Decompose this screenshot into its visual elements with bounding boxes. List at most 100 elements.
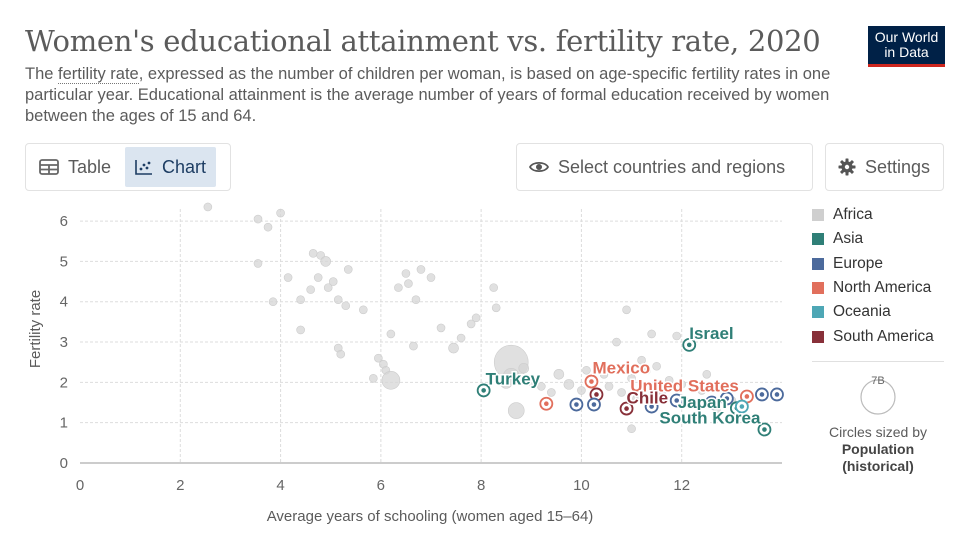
- logo-line-2: in Data: [884, 44, 929, 60]
- owid-logo[interactable]: Our World in Data: [868, 26, 945, 67]
- scatter-point[interactable]: [677, 380, 687, 389]
- scatter-point[interactable]: [320, 256, 332, 267]
- highlighted-points: [476, 337, 784, 437]
- y-tick-label: 5: [60, 253, 68, 270]
- scatter-point[interactable]: [599, 370, 609, 379]
- scatter-point[interactable]: [308, 249, 318, 258]
- scatter-point[interactable]: [253, 214, 263, 224]
- scatter-point[interactable]: [525, 375, 537, 386]
- scatter-point[interactable]: [652, 361, 661, 371]
- scatter-point[interactable]: [697, 386, 707, 395]
- scatter-point[interactable]: [343, 265, 353, 274]
- scatter-point[interactable]: [369, 374, 378, 383]
- scatter-point[interactable]: [672, 331, 682, 341]
- scatter-point[interactable]: [203, 202, 213, 212]
- scatter-point[interactable]: [642, 365, 651, 375]
- x-tick-label: 8: [477, 477, 485, 494]
- scatter-point[interactable]: [489, 283, 498, 292]
- x-tick-label: 6: [377, 477, 385, 494]
- tab-table-label: Table: [68, 156, 112, 177]
- legend-item-europe[interactable]: Europe: [812, 252, 934, 276]
- select-countries-label: Select countries and regions: [558, 156, 786, 177]
- scatter-point[interactable]: [553, 369, 565, 380]
- scatter-point[interactable]: [323, 283, 333, 292]
- scatter-point[interactable]: [563, 379, 575, 390]
- scatter-point[interactable]: [617, 388, 626, 397]
- gear-icon: [838, 158, 856, 176]
- scatter-point[interactable]: [313, 273, 323, 282]
- legend-swatch: [812, 209, 824, 222]
- logo-accent-bar: [868, 64, 945, 67]
- scatter-point[interactable]: [283, 273, 293, 282]
- scatter-point[interactable]: [547, 388, 556, 397]
- scatter-point[interactable]: [627, 374, 636, 383]
- scatter-point[interactable]: [276, 208, 285, 218]
- scatter-point[interactable]: [426, 273, 436, 282]
- scatter-point[interactable]: [386, 329, 396, 339]
- scatter-point[interactable]: [333, 295, 343, 305]
- scatter-point[interactable]: [577, 386, 586, 395]
- scatter-point[interactable]: [448, 342, 459, 354]
- scatter-point[interactable]: [502, 368, 520, 385]
- scatter-point[interactable]: [404, 279, 413, 288]
- country-label[interactable]: United States: [629, 375, 741, 397]
- scatter-point[interactable]: [394, 283, 403, 292]
- scatter-point[interactable]: [657, 388, 666, 397]
- scatter-point[interactable]: [456, 333, 466, 343]
- scatter-point[interactable]: [518, 362, 530, 374]
- settings-button[interactable]: Settings: [825, 143, 944, 191]
- country-label[interactable]: Israel: [688, 322, 735, 344]
- country-label[interactable]: South Korea: [658, 407, 763, 429]
- scatter-point[interactable]: [336, 349, 346, 359]
- scatter-point[interactable]: [647, 329, 656, 339]
- scatter-point[interactable]: [409, 341, 418, 351]
- scatter-point[interactable]: [632, 394, 641, 403]
- scatter-point[interactable]: [328, 277, 338, 286]
- scatter-point[interactable]: [507, 402, 525, 419]
- scatter-point[interactable]: [381, 371, 401, 390]
- scatter-point[interactable]: [612, 337, 621, 347]
- scatter-point[interactable]: [401, 269, 411, 278]
- scatter-point[interactable]: [471, 313, 481, 323]
- scatter-point[interactable]: [374, 353, 383, 363]
- size-legend-circle: 7B: [860, 375, 896, 415]
- country-label[interactable]: Japan: [676, 392, 728, 414]
- tab-chart[interactable]: Chart: [125, 147, 217, 187]
- scatter-point[interactable]: [341, 301, 351, 311]
- scatter-point[interactable]: [627, 424, 636, 434]
- scatter-point[interactable]: [582, 365, 591, 375]
- scatter-point[interactable]: [253, 259, 263, 268]
- legend-item-asia[interactable]: Asia: [812, 227, 934, 251]
- subtitle-text-after: , expressed as the number of children pe…: [25, 65, 831, 125]
- scatter-point[interactable]: [664, 376, 674, 385]
- scatter-point[interactable]: [537, 382, 546, 391]
- country-label[interactable]: Turkey: [484, 368, 542, 390]
- size-variable-line-1: Population: [841, 441, 915, 457]
- scatter-point[interactable]: [296, 295, 305, 305]
- select-countries-button[interactable]: Select countries and regions: [516, 143, 813, 191]
- scatter-point[interactable]: [359, 305, 368, 315]
- scatter-point[interactable]: [416, 265, 426, 274]
- y-tick-label: 0: [60, 455, 68, 472]
- country-label[interactable]: Chile: [625, 387, 670, 409]
- legend-item-north-america[interactable]: North America: [812, 276, 934, 300]
- scatter-point[interactable]: [306, 285, 315, 294]
- tab-table[interactable]: Table: [29, 147, 121, 187]
- scatter-point[interactable]: [702, 370, 712, 379]
- scatter-point[interactable]: [637, 355, 646, 365]
- scatter-point[interactable]: [436, 323, 446, 333]
- scatter-point[interactable]: [263, 222, 273, 232]
- scatter-point[interactable]: [411, 295, 421, 305]
- legend-item-oceania[interactable]: Oceania: [812, 300, 934, 324]
- scatter-point[interactable]: [604, 382, 614, 391]
- scatter-point[interactable]: [296, 325, 305, 335]
- legend-label: Oceania: [833, 303, 891, 321]
- scatter-point[interactable]: [491, 303, 501, 313]
- legend-item-africa[interactable]: Africa: [812, 203, 934, 227]
- legend-item-south-america[interactable]: South America: [812, 324, 934, 348]
- scatter-point[interactable]: [268, 297, 278, 307]
- country-label[interactable]: Mexico: [591, 357, 652, 379]
- scatter-point[interactable]: [466, 319, 476, 329]
- scatter-point[interactable]: [622, 305, 631, 315]
- fertility-rate-link[interactable]: fertility rate: [58, 65, 139, 84]
